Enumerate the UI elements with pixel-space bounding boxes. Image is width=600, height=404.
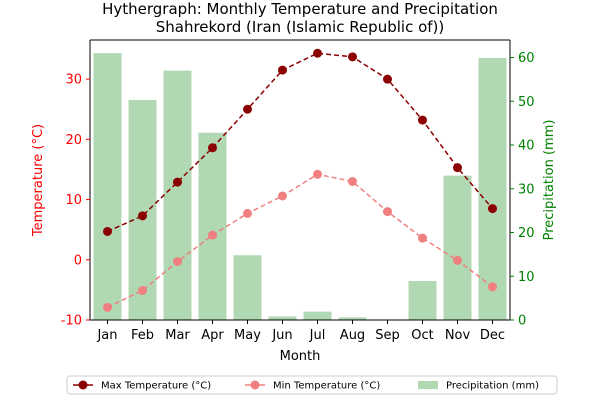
precipitation-bars [93, 53, 507, 320]
y-tick-label-right: 60 [518, 51, 535, 66]
x-tick-label: Oct [411, 328, 433, 343]
precip-bar-apr [198, 132, 227, 320]
max-temp-point-apr [208, 143, 217, 153]
x-tick-label: Feb [131, 328, 154, 343]
x-axis-label: Month [280, 349, 321, 364]
y-tick-label-left: 10 [65, 193, 82, 208]
max-temp-point-may [243, 104, 252, 114]
x-tick-label: Nov [445, 328, 471, 343]
min-temp-point-feb [138, 285, 147, 295]
min-temp-point-dec [488, 282, 497, 292]
y-tick-label-right: 30 [518, 182, 535, 197]
min-temp-point-nov [453, 255, 462, 265]
x-tick-label: Mar [165, 328, 190, 343]
max-temp-point-nov [453, 163, 462, 173]
y-tick-label-right: 20 [518, 226, 535, 241]
y-tick-label-left: -10 [61, 314, 82, 329]
x-tick-label: Jul [309, 328, 326, 343]
legend: Max Temperature (°C) Min Temperature (°C)… [66, 375, 558, 395]
min-temp-point-apr [208, 230, 217, 240]
y-axis-label-right: Precipitation (mm) [542, 120, 557, 241]
max-temp-point-dec [488, 204, 497, 214]
legend-box [66, 375, 558, 395]
legend-label-max-temp: Max Temperature (°C) [101, 381, 211, 392]
y-tick-label-left: 0 [74, 253, 82, 268]
precip-bar-jul [303, 311, 332, 320]
x-tick-label: Apr [201, 328, 224, 343]
temperature-lines [103, 48, 497, 312]
x-tick-label: Aug [340, 328, 365, 343]
legend-marker-max-temp [78, 380, 88, 390]
min-temp-point-may [243, 208, 252, 218]
precip-bar-dec [478, 57, 507, 320]
x-tick-label: Dec [480, 328, 505, 343]
max-temp-line [107, 52, 494, 233]
min-temp-line [107, 173, 493, 309]
x-tick-label: Jan [96, 328, 117, 343]
precip-bar-aug [338, 317, 367, 320]
chart-subtitle: Shahrekord (Iran (Islamic Republic of)) [156, 18, 445, 36]
legend-marker-min-temp [250, 380, 260, 390]
min-temp-point-oct [418, 233, 427, 243]
y-axis-label-left: Temperature (°C) [31, 124, 46, 237]
precip-bar-jun [268, 316, 297, 320]
min-temp-point-jan [103, 302, 112, 312]
min-temp-point-aug [348, 177, 357, 187]
max-temp-point-oct [418, 115, 427, 125]
precip-bar-nov [443, 175, 472, 320]
axes: Jan Feb Mar Apr May Jun Jul Aug Sep Oct Nov Dec -10 0… [61, 39, 535, 343]
max-temp-point-feb [138, 211, 147, 221]
y-tick-label-left: 30 [65, 73, 82, 88]
min-temp-point-jun [278, 191, 287, 201]
precip-bar-may [233, 255, 262, 320]
min-temp-point-mar [173, 257, 182, 267]
y-tick-label-right: 40 [518, 139, 535, 154]
legend-swatch-precip [418, 381, 438, 389]
y-tick-label-right: 50 [518, 95, 535, 110]
max-temp-point-aug [348, 52, 357, 62]
x-tick-label: Jun [271, 328, 292, 343]
min-temp-point-sep [383, 207, 392, 217]
precip-bar-mar [163, 70, 192, 320]
legend-label-precip: Precipitation (mm) [446, 381, 539, 392]
chart-title: Hythergraph: Monthly Temperature and Pre… [102, 0, 498, 18]
max-temp-point-mar [173, 177, 182, 187]
x-tick-label: Sep [375, 328, 400, 343]
x-tick-label: May [234, 328, 261, 343]
max-temp-point-sep [383, 74, 392, 84]
y-tick-label-right: 0 [518, 314, 526, 329]
legend-label-min-temp: Min Temperature (°C) [273, 381, 380, 392]
max-temp-point-jun [278, 65, 287, 75]
max-temp-point-jul [313, 48, 322, 58]
precip-bar-oct [408, 281, 437, 320]
min-temp-point-jul [313, 169, 322, 179]
y-tick-label-left: 20 [65, 133, 82, 148]
max-temp-point-jan [103, 226, 112, 236]
precip-bar-jan [93, 53, 122, 320]
y-tick-label-right: 10 [518, 270, 535, 285]
